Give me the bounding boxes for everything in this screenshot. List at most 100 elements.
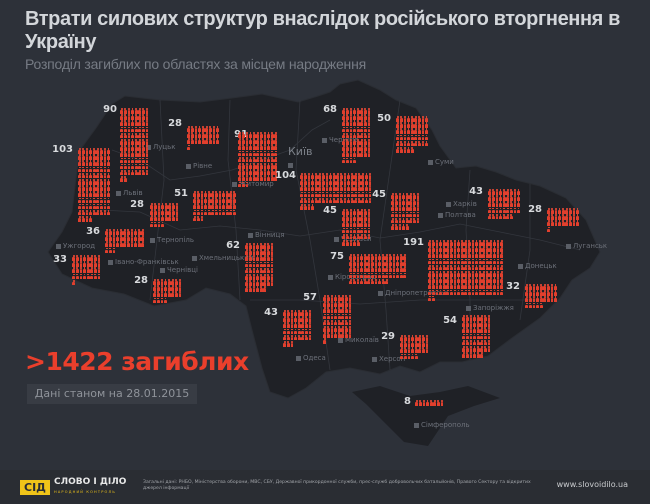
person-icon — [330, 313, 334, 320]
person-icon — [211, 191, 215, 197]
person-icon — [462, 345, 466, 352]
person-icon — [385, 266, 389, 273]
person-icon — [245, 175, 249, 182]
person-icon — [409, 199, 413, 205]
person-icon — [92, 160, 96, 167]
person-icon — [307, 185, 311, 192]
person-icon — [365, 173, 369, 179]
person-icon — [350, 185, 354, 192]
person-icon — [97, 267, 101, 274]
person-icon — [75, 273, 80, 280]
person-icon — [491, 195, 496, 201]
person-icon — [81, 216, 86, 222]
person-icon — [270, 267, 274, 274]
person-icon — [329, 197, 333, 204]
person-icon — [167, 291, 171, 298]
person-icon — [138, 138, 142, 145]
person-icon — [212, 138, 216, 145]
person-icon — [196, 197, 201, 203]
person-icon — [344, 313, 349, 320]
person-icon — [326, 295, 331, 301]
person-icon — [341, 301, 345, 307]
person-icon — [157, 209, 161, 215]
person-icon — [467, 270, 472, 277]
city-name: Суми — [435, 158, 454, 166]
person-icon — [363, 151, 368, 158]
person-icon — [398, 205, 402, 212]
person-icon — [394, 211, 399, 218]
region-count-zaporizhzhia: 54 — [443, 315, 457, 326]
person-icon — [394, 223, 399, 230]
person-icon — [433, 400, 437, 406]
person-icon — [431, 270, 436, 277]
person-icon — [473, 333, 477, 340]
person-icon — [374, 272, 378, 279]
person-icon — [480, 315, 484, 321]
person-icon — [428, 264, 432, 271]
person-icon — [363, 272, 367, 279]
person-icon — [407, 146, 411, 153]
person-icon — [439, 270, 443, 277]
person-icon — [300, 191, 304, 198]
person-icon — [475, 270, 479, 277]
person-icon — [229, 209, 233, 216]
person-icon — [145, 163, 149, 170]
person-icon — [171, 291, 175, 298]
person-icon — [120, 138, 124, 145]
city-label: Житомир — [232, 180, 274, 188]
person-icon — [409, 211, 413, 218]
city-name: Донецьк — [525, 262, 557, 270]
person-icon — [532, 290, 536, 296]
person-icon — [232, 203, 237, 210]
person-icon — [363, 132, 368, 139]
person-icon — [141, 108, 146, 114]
person-icon — [349, 272, 353, 279]
person-icon — [252, 249, 256, 255]
person-icon — [120, 108, 124, 114]
person-icon — [283, 328, 287, 335]
person-icon — [499, 201, 503, 208]
person-icon — [473, 321, 477, 327]
person-icon — [241, 132, 246, 138]
person-icon — [107, 197, 111, 204]
person-icon — [349, 260, 353, 266]
person-icon — [256, 132, 260, 138]
person-icon — [225, 209, 229, 216]
person-icon — [321, 179, 326, 185]
person-icon — [345, 221, 350, 228]
person-icon — [391, 205, 395, 212]
person-icon — [301, 328, 305, 335]
person-icon — [478, 277, 482, 283]
person-icon — [314, 173, 318, 179]
page-title: Втрати силових структур внаслідок російс… — [25, 8, 620, 53]
person-icon — [89, 209, 93, 216]
person-icon — [431, 295, 436, 302]
region-figures-donetsk — [525, 284, 558, 309]
person-icon — [270, 273, 274, 280]
logo[interactable]: СІД СЛОВО І ДІЛО НАРОДНИЙ КОНТРОЛЬ — [20, 478, 126, 497]
person-icon — [78, 172, 82, 179]
person-icon — [105, 229, 109, 235]
person-icon — [349, 221, 353, 228]
region-figures-ternopil — [150, 203, 179, 228]
person-icon — [141, 145, 146, 151]
person-icon — [378, 254, 382, 260]
person-icon — [156, 285, 161, 291]
person-icon — [482, 240, 486, 246]
person-icon — [475, 252, 479, 259]
person-icon — [352, 254, 357, 260]
person-icon — [353, 227, 357, 234]
city-name: Харків — [453, 200, 477, 208]
person-icon — [352, 260, 357, 266]
person-icon — [421, 128, 425, 135]
region-figures-khmelnytskyi — [193, 191, 236, 222]
person-icon — [164, 209, 168, 215]
person-icon — [164, 203, 168, 209]
person-icon — [356, 260, 360, 266]
data-date: Дані станом на 28.01.2015 — [27, 384, 197, 404]
person-icon — [164, 285, 168, 291]
website-link[interactable]: www.slovoidilo.ua — [556, 480, 628, 489]
person-icon — [399, 272, 403, 279]
person-icon — [457, 258, 461, 265]
person-icon — [403, 140, 407, 147]
